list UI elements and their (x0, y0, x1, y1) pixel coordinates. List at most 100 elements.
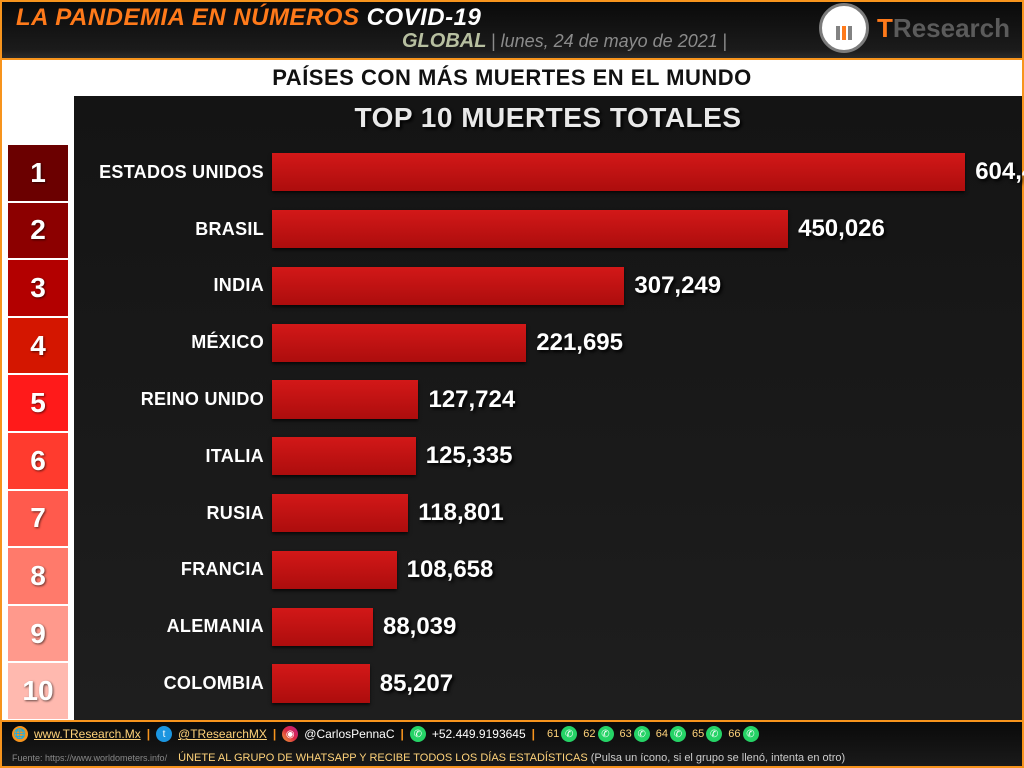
chart-rows: ESTADOS UNIDOS604,418BRASIL450,026INDIA3… (74, 144, 1006, 712)
brand-logo-text: TResearch (877, 13, 1010, 44)
chart-row: FRANCIA108,658 (74, 542, 1006, 599)
whatsapp-group-link[interactable]: 66 ✆ (728, 726, 758, 742)
instagram-icon: ◉ (282, 726, 298, 742)
bar: 88,039 (272, 608, 373, 646)
country-label: MÉXICO (74, 332, 272, 353)
bar: 127,724 (272, 380, 418, 418)
bar-value: 85,207 (380, 670, 453, 698)
header: LA PANDEMIA EN NÚMEROS COVID-19 GLOBAL |… (2, 2, 1022, 60)
whatsapp-groups: 61 ✆ 62 ✆ 63 ✆ 64 ✆ 65 ✆ 66 ✆ (541, 726, 759, 742)
country-label: COLOMBIA (74, 673, 272, 694)
rank-cell: 2 (8, 203, 68, 259)
whatsapp-icon: ✆ (706, 726, 722, 742)
chart-canvas: TOP 10 MUERTES TOTALES ESTADOS UNIDOS604… (74, 96, 1022, 720)
country-label: REINO UNIDO (74, 389, 272, 410)
chart-row: ITALIA125,335 (74, 428, 1006, 485)
whatsapp-group-link[interactable]: 62 ✆ (583, 726, 613, 742)
footer-instagram[interactable]: @CarlosPennaC (304, 727, 394, 741)
whatsapp-icon: ✆ (410, 726, 426, 742)
footer-twitter[interactable]: @TResearchMX (178, 727, 267, 741)
chart-row: COLOMBIA85,207 (74, 655, 1006, 712)
bar-value: 118,801 (418, 499, 503, 527)
bar: 221,695 (272, 324, 526, 362)
country-label: BRASIL (74, 219, 272, 240)
country-label: FRANCIA (74, 559, 272, 580)
country-label: ALEMANIA (74, 616, 272, 637)
rank-cell: 4 (8, 318, 68, 374)
chart-row: INDIA307,249 (74, 258, 1006, 315)
bar-value: 221,695 (536, 329, 623, 357)
rank-cell: 5 (8, 375, 68, 431)
bar: 125,335 (272, 437, 416, 475)
footer-cta-note: (Pulsa un ícono, si el grupo se llenó, i… (591, 752, 845, 764)
bar-track: 450,026 (272, 206, 1006, 251)
date-sep2: | (722, 31, 727, 51)
footer: 🌐 www.TResearch.Mx | t @TResearchMX | ◉ … (2, 720, 1022, 766)
sep: | (273, 727, 276, 741)
title-post: COVID-19 (367, 4, 482, 31)
whatsapp-icon: ✆ (634, 726, 650, 742)
bar-track: 307,249 (272, 263, 1006, 308)
bar-value: 125,335 (426, 442, 513, 470)
scope-label: GLOBAL (402, 30, 486, 52)
bar: 85,207 (272, 664, 370, 702)
bar-track: 127,724 (272, 377, 1006, 422)
country-label: ITALIA (74, 446, 272, 467)
rank-cell: 3 (8, 260, 68, 316)
rank-cell: 1 (8, 145, 68, 201)
rank-cell: 9 (8, 606, 68, 662)
whatsapp-group-link[interactable]: 61 ✆ (547, 726, 577, 742)
whatsapp-group-link[interactable]: 64 ✆ (656, 726, 686, 742)
chart-row: RUSIA118,801 (74, 485, 1006, 542)
whatsapp-icon: ✆ (598, 726, 614, 742)
sep: | (532, 727, 535, 741)
chart-title: TOP 10 MUERTES TOTALES (74, 102, 1022, 134)
date-text: lunes, 24 de mayo de 2021 (501, 31, 718, 51)
brand-logo-icon (819, 3, 869, 53)
footer-site[interactable]: www.TResearch.Mx (34, 727, 141, 741)
bar-value: 307,249 (634, 272, 721, 300)
subheader: PAÍSES CON MÁS MUERTES EN EL MUNDO (2, 60, 1022, 96)
header-title: LA PANDEMIA EN NÚMEROS COVID-19 (16, 4, 481, 32)
country-label: ESTADOS UNIDOS (74, 162, 272, 183)
sep: | (147, 727, 150, 741)
chart-row: BRASIL450,026 (74, 201, 1006, 258)
bar-track: 221,695 (272, 320, 1006, 365)
whatsapp-icon: ✆ (670, 726, 686, 742)
chart-row: ALEMANIA88,039 (74, 598, 1006, 655)
bar: 450,026 (272, 210, 788, 248)
rank-cell: 10 (8, 663, 68, 719)
rank-column: 12345678910 (2, 96, 74, 720)
bar-track: 118,801 (272, 490, 1006, 535)
bar: 307,249 (272, 267, 624, 305)
rank-cell: 8 (8, 548, 68, 604)
bar-value: 127,724 (428, 386, 515, 414)
rank-cell: 7 (8, 491, 68, 547)
bar-value: 604,418 (975, 158, 1024, 186)
page: LA PANDEMIA EN NÚMEROS COVID-19 GLOBAL |… (0, 0, 1024, 768)
chart-row: MÉXICO221,695 (74, 314, 1006, 371)
country-label: INDIA (74, 275, 272, 296)
footer-source: Fuente: https://www.worldometers.info/ (12, 753, 167, 763)
chart-row: ESTADOS UNIDOS604,418 (74, 144, 1006, 201)
bar-track: 604,418 (272, 150, 1006, 195)
footer-links: 🌐 www.TResearch.Mx | t @TResearchMX | ◉ … (12, 726, 1012, 742)
chart-row: REINO UNIDO127,724 (74, 371, 1006, 428)
date-sep: | (491, 31, 501, 51)
brand-post: Research (893, 13, 1010, 43)
whatsapp-group-link[interactable]: 63 ✆ (620, 726, 650, 742)
brand-pre: T (877, 13, 893, 43)
title-pre: LA PANDEMIA EN NÚMEROS (16, 4, 367, 31)
bar: 118,801 (272, 494, 408, 532)
brand-logo: TResearch (819, 4, 1010, 52)
footer-phone[interactable]: +52.449.9193645 (432, 727, 526, 741)
rank-cell: 6 (8, 433, 68, 489)
footer-cta-row: Fuente: https://www.worldometers.info/ Ú… (12, 752, 1012, 764)
bar-track: 88,039 (272, 604, 1006, 649)
footer-cta: ÚNETE AL GRUPO DE WHATSAPP Y RECIBE TODO… (178, 752, 588, 764)
bar-track: 108,658 (272, 547, 1006, 592)
country-label: RUSIA (74, 503, 272, 524)
bar-track: 85,207 (272, 661, 1006, 706)
whatsapp-group-link[interactable]: 65 ✆ (692, 726, 722, 742)
twitter-icon: t (156, 726, 172, 742)
